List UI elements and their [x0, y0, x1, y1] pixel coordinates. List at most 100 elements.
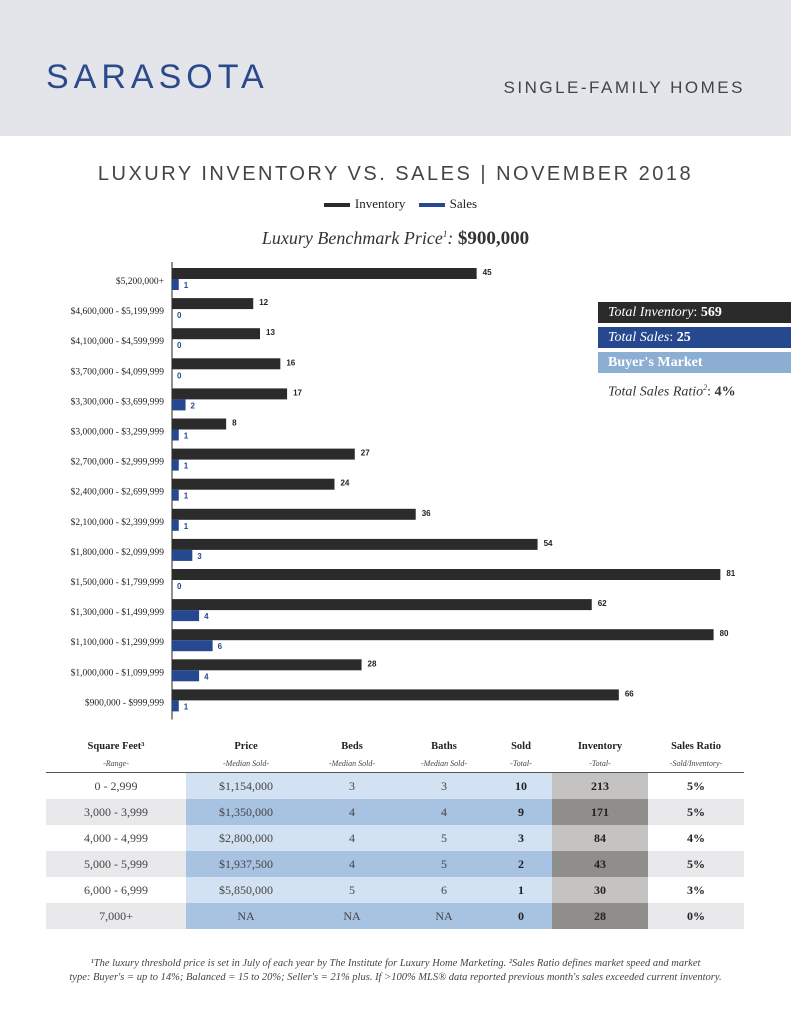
- col-header-baths: Baths: [431, 740, 457, 752]
- sales-value-label: 0: [177, 311, 182, 320]
- category-label: $2,100,000 - $2,399,999: [71, 517, 165, 528]
- sales-bar: [172, 700, 179, 712]
- sales-value-label: 2: [191, 401, 196, 410]
- sales-value-label: 0: [177, 371, 182, 380]
- cell-beds: 4: [306, 851, 398, 877]
- cell-sold: 10: [490, 772, 552, 799]
- col-subheader-inventory: -Total-: [552, 754, 648, 773]
- page-subtitle: SINGLE-FAMILY HOMES: [503, 78, 745, 97]
- col-subheader-beds: -Median Sold-: [306, 754, 398, 773]
- cell-range: 3,000 - 3,999: [46, 799, 186, 825]
- cell-sold: 0: [490, 903, 552, 929]
- total-sales-box: Total Sales: 25: [598, 327, 791, 348]
- header-band: [0, 0, 791, 136]
- sales-bar: [172, 610, 200, 622]
- sales-value-label: 6: [218, 642, 223, 651]
- cell-baths: 5: [398, 825, 490, 851]
- inventory-bar: [172, 298, 254, 310]
- inventory-bar: [172, 358, 281, 370]
- category-label: $1,300,000 - $1,499,999: [71, 607, 165, 618]
- inventory-value-label: 28: [368, 659, 377, 668]
- col-header-price: Price: [234, 740, 258, 752]
- cell-price: $1,350,000: [186, 799, 306, 825]
- inventory-bar: [172, 418, 227, 430]
- table-row: 7,000+ NA NA NA 0 28 0%: [46, 903, 744, 929]
- sales-value-label: 1: [184, 281, 189, 290]
- inventory-value-label: 8: [232, 419, 237, 428]
- sales-value-label: 1: [184, 492, 189, 501]
- category-label: $1,500,000 - $1,799,999: [71, 577, 165, 588]
- legend-inventory-label: Inventory: [354, 196, 406, 211]
- inventory-value-label: 13: [266, 328, 275, 337]
- category-label: $3,700,000 - $4,099,999: [71, 366, 165, 377]
- table-row: 5,000 - 5,999 $1,937,500 4 5 2 43 5%: [46, 851, 744, 877]
- cell-inventory: 171: [552, 799, 648, 825]
- col-header-sold: Sold: [511, 740, 531, 752]
- cell-baths: 4: [398, 799, 490, 825]
- legend-inventory-swatch: [323, 203, 350, 208]
- inventory-bar: [172, 538, 538, 550]
- col-header-square-feet: Square Feet³: [87, 740, 145, 752]
- cell-price: $5,850,000: [186, 877, 306, 903]
- cell-inventory: 28: [552, 903, 648, 929]
- legend-sales-swatch: [418, 203, 445, 208]
- cell-price: $1,937,500: [186, 851, 306, 877]
- inventory-bar: [172, 689, 619, 701]
- cell-ratio: 4%: [648, 825, 744, 851]
- cell-price: NA: [186, 903, 306, 929]
- sales-value-label: 0: [177, 341, 182, 350]
- category-label: $5,200,000+: [116, 276, 164, 287]
- legend-sales-label: Sales: [449, 196, 478, 211]
- benchmark-separator: :: [447, 228, 454, 248]
- inventory-bar: [172, 629, 714, 641]
- sales-bar: [172, 519, 179, 531]
- cell-inventory: 30: [552, 877, 648, 903]
- category-label: $1,000,000 - $1,099,999: [71, 667, 165, 678]
- category-label: $4,600,000 - $5,199,999: [71, 306, 165, 317]
- cell-beds: 3: [306, 772, 398, 799]
- col-header-inventory: Inventory: [577, 740, 623, 752]
- inventory-value-label: 54: [544, 539, 553, 548]
- cell-inventory: 43: [552, 851, 648, 877]
- benchmark-price: Luxury Benchmark Price1: $900,000: [0, 228, 791, 250]
- cell-price: $2,800,000: [186, 825, 306, 851]
- sales-value-label: 1: [184, 522, 189, 531]
- cell-sold: 9: [490, 799, 552, 825]
- inventory-bar: [172, 448, 355, 460]
- sales-value-label: 3: [197, 552, 202, 561]
- bar-chart: $5,200,000+ 45 1 $4,600,000 - $5,199,999 1 2 0…: [71, 262, 736, 720]
- total-inventory-label: Total Inventory: [608, 305, 694, 320]
- cell-beds: 4: [306, 825, 398, 851]
- category-label: $2,400,000 - $2,699,999: [71, 487, 165, 498]
- sales-value-label: 4: [204, 612, 209, 621]
- cell-ratio: 3%: [648, 877, 744, 903]
- table-row: 6,000 - 6,999 $5,850,000 5 6 1 30 3%: [46, 877, 744, 903]
- inventory-value-label: 66: [625, 689, 634, 698]
- footnote-line-2: type: Buyer's = up to 14%; Balanced = 15…: [69, 972, 722, 983]
- inventory-value-label: 45: [483, 268, 492, 277]
- table-row: 4,000 - 4,999 $2,800,000 4 5 3 84 4%: [46, 825, 744, 851]
- sales-ratio-value: 4%: [714, 384, 736, 400]
- total-inventory-box: Total Inventory: 569: [598, 302, 791, 323]
- cell-beds: NA: [306, 903, 398, 929]
- sales-value-label: 1: [184, 432, 189, 441]
- col-subheader-range: -Range-: [46, 754, 186, 773]
- table-subheader-row: -Range- -Median Sold- -Median Sold- -Med…: [46, 754, 744, 773]
- cell-beds: 4: [306, 799, 398, 825]
- inventory-bar: [172, 478, 335, 490]
- benchmark-footnote-mark: 1: [442, 229, 448, 239]
- inventory-value-label: 81: [726, 569, 735, 578]
- cell-range: 7,000+: [46, 903, 186, 929]
- sales-bar: [172, 670, 200, 682]
- cell-baths: 5: [398, 851, 490, 877]
- table-body: 0 - 2,999 $1,154,000 3 3 10 213 5% 3,000 - 3,99…: [46, 772, 744, 929]
- category-label: $3,000,000 - $3,299,999: [71, 427, 165, 438]
- benchmark-value: $900,000: [457, 228, 530, 249]
- cell-ratio: 5%: [648, 851, 744, 877]
- footnote-line-1: ¹The luxury threshold price is set in Ju…: [90, 958, 701, 969]
- sales-bar: [172, 489, 179, 501]
- table-header-row: Square Feet³ Price Beds Baths Sold Inven…: [46, 738, 744, 754]
- inventory-value-label: 36: [422, 509, 431, 518]
- inventory-bar: [172, 659, 362, 671]
- cell-ratio: 0%: [648, 903, 744, 929]
